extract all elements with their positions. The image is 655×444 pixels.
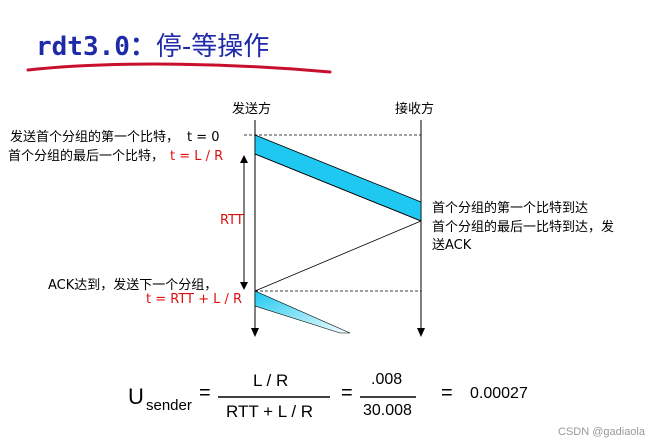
label-last-bit-time: t = L / R [170,149,224,164]
page-title: rdt3.0：停-等操作 [36,26,269,63]
rtt-arrow-top [240,155,248,163]
title-prefix: rdt3.0： [36,32,156,62]
formula-num2: .008 [371,371,403,388]
formula-denominator: RTT + L / R [226,402,314,421]
formula-den2: 30.008 [363,402,412,419]
label-first-bit-time: t = 0 [187,130,220,145]
formula-eq2: = [341,382,353,404]
label-send-ack: 送ACK [432,238,472,253]
formula-eq3: = [441,382,453,404]
formula-result: 0.00027 [470,385,528,402]
formula-u: U [128,384,144,409]
receiver-header: 接收方 [395,102,435,117]
ack-line [254,220,422,292]
watermark: CSDN @gadiaola [558,426,645,438]
rtt-arrow-bottom [240,282,248,290]
label-first-bit-arrive: 首个分组的第一个比特到达 [432,201,589,216]
label-first-bit-text: 发送首个分组的第一个比特， [10,130,180,145]
rtt-back-line [254,153,422,222]
formula-subscript: sender [146,397,192,414]
first-packet [254,134,422,222]
label-ack-arrive: ACK达到，发送下一个分组， [48,278,218,293]
title-suffix: 停-等操作 [155,32,270,62]
label-first-bit: 发送首个分组的第一个比特， t = 0 [10,126,220,145]
label-last-bit-text: 首个分组的最后一个比特， [8,149,165,164]
sender-timeline-arrow [251,328,259,337]
receiver-timeline-arrow [417,328,425,337]
label-last-bit: 首个分组的最后一个比特， t = L / R [8,145,223,164]
title-underline [26,62,332,74]
label-rtt: RTT [220,213,244,228]
label-ack-time: t = RTT + L / R [146,292,243,307]
formula-numerator: L / R [253,371,289,390]
formula-eq1: = [199,382,211,404]
sender-header: 发送方 [232,102,272,117]
next-packet [254,290,351,334]
label-last-bit-arrive: 首个分组的最后一比特到达，发 [432,220,615,235]
